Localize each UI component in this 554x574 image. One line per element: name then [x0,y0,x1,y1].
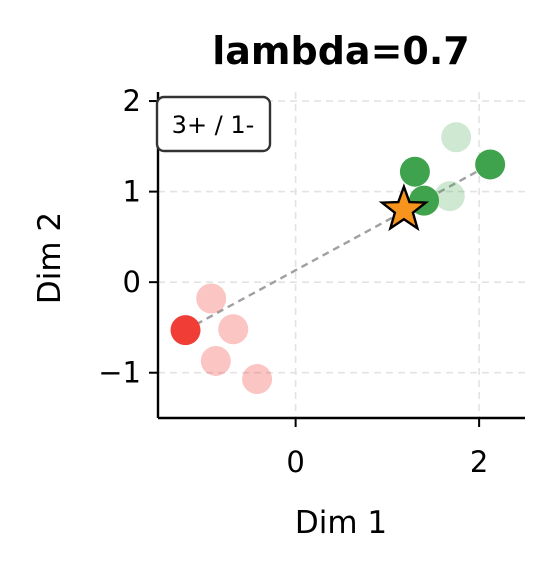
y-axis-label: Dim 2 [32,212,68,304]
data-point-positive-faded [434,181,465,212]
y-tick-label: 0 [123,265,141,299]
trend-dashed-line [184,163,491,332]
data-point-negative-faded [218,314,249,345]
data-point-negative-highlighted [170,315,201,346]
data-point-positive-highlighted [399,156,430,187]
chart-title: lambda=0.7 [212,29,469,73]
data-point-negative-faded [242,364,273,395]
data-point-negative-faded [200,345,231,376]
x-tick-label: 2 [470,445,488,479]
legend-label: 3+ / 1- [172,111,255,139]
data-point-positive-faded [441,122,472,153]
y-tick-label: 1 [123,175,141,209]
ticks-layer: 0 2 −1 0 1 2 [98,84,488,479]
star-layer [378,183,430,232]
dashed-line-layer [184,163,491,332]
data-point-positive-highlighted [475,149,506,180]
y-tick-label: 2 [123,84,141,118]
legend-frame [155,95,272,153]
y-tick-label: −1 [98,356,141,390]
data-point-negative-faded [196,283,227,314]
legend-box: 3+ / 1- [155,95,272,153]
points-layer [170,122,506,395]
x-tick-label: 0 [286,445,304,479]
x-axis-label: Dim 1 [295,505,387,541]
star-marker [378,183,430,232]
